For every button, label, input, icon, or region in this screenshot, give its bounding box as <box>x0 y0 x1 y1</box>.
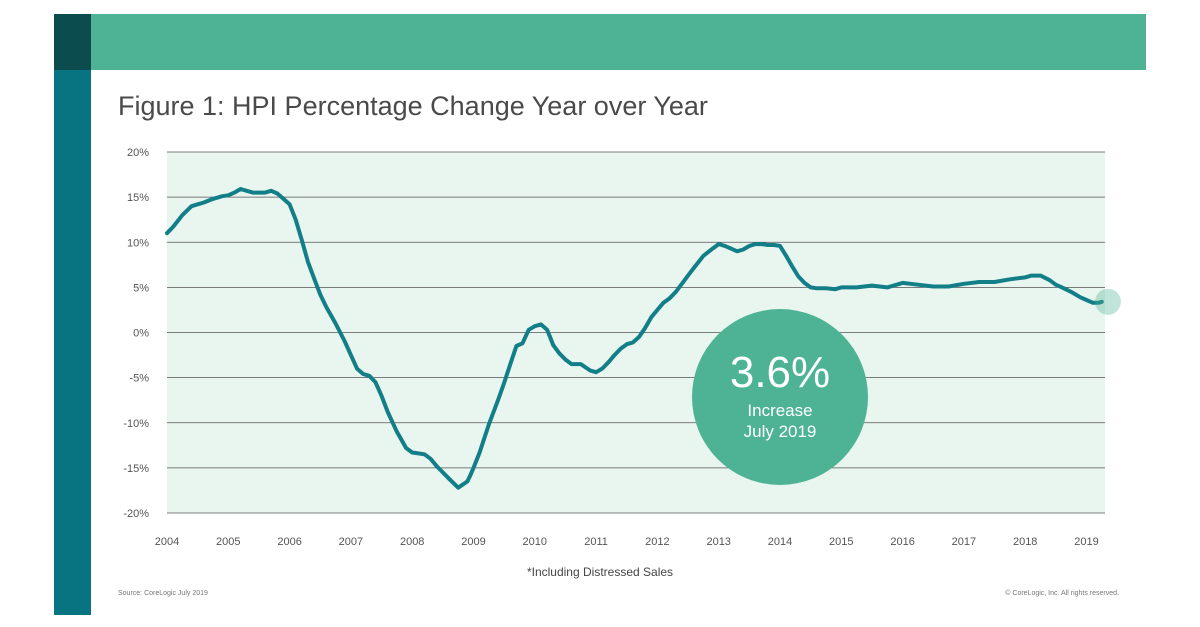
y-tick-label: 5% <box>133 282 149 294</box>
left-accent-bar <box>54 70 91 615</box>
last-point-marker <box>1094 288 1121 315</box>
header-band <box>91 14 1146 70</box>
y-tick-label: -15% <box>123 463 149 475</box>
x-tick-label: 2006 <box>277 536 301 548</box>
y-tick-label: -10% <box>123 418 149 430</box>
x-tick-label: 2014 <box>768 536 792 548</box>
callout-value: 3.6% <box>729 348 831 397</box>
left-accent-bar-top <box>54 14 91 70</box>
y-tick-label: 15% <box>127 192 149 204</box>
callout-circle: 3.6% Increase July 2019 <box>692 309 868 485</box>
y-tick-label: -20% <box>123 508 149 520</box>
chart-title: Figure 1: HPI Percentage Change Year ove… <box>118 91 708 121</box>
y-tick-label: 20% <box>127 147 149 159</box>
y-tick-label: 10% <box>127 237 149 249</box>
source-text: Source: CoreLogic July 2019 <box>118 590 208 597</box>
x-tick-label: 2018 <box>1013 536 1037 548</box>
x-tick-label: 2010 <box>523 536 547 548</box>
y-tick-label: 0% <box>133 328 149 340</box>
series-line-hpi <box>165 187 1104 490</box>
x-tick-label: 2012 <box>645 536 669 548</box>
callout-date: July 2019 <box>743 422 817 441</box>
callout-label: Increase <box>747 401 813 420</box>
y-tick-label: -5% <box>129 373 149 385</box>
copyright-text: © CoreLogic, Inc. All rights reserved. <box>1005 590 1119 597</box>
x-tick-label: 2016 <box>890 536 914 548</box>
footnote: *Including Distressed Sales <box>526 565 674 579</box>
x-tick-label: 2017 <box>952 536 976 548</box>
x-tick-label: 2015 <box>829 536 853 548</box>
x-tick-label: 2019 <box>1074 536 1098 548</box>
x-tick-label: 2004 <box>155 536 179 548</box>
gridlines <box>167 151 1105 514</box>
x-tick-label: 2005 <box>216 536 240 548</box>
x-tick-label: 2013 <box>706 536 730 548</box>
x-tick-label: 2008 <box>400 536 424 548</box>
x-tick-label: 2007 <box>339 536 363 548</box>
y-axis-ticks: 20% 15% 10% 5% 0% -5% -10% -15% -20% <box>123 147 149 520</box>
x-axis-ticks: 2004 2005 2006 2007 2008 2009 2010 2011 2012 2013… <box>155 536 1099 548</box>
x-tick-label: 2011 <box>584 536 608 548</box>
x-tick-label: 2009 <box>461 536 485 548</box>
